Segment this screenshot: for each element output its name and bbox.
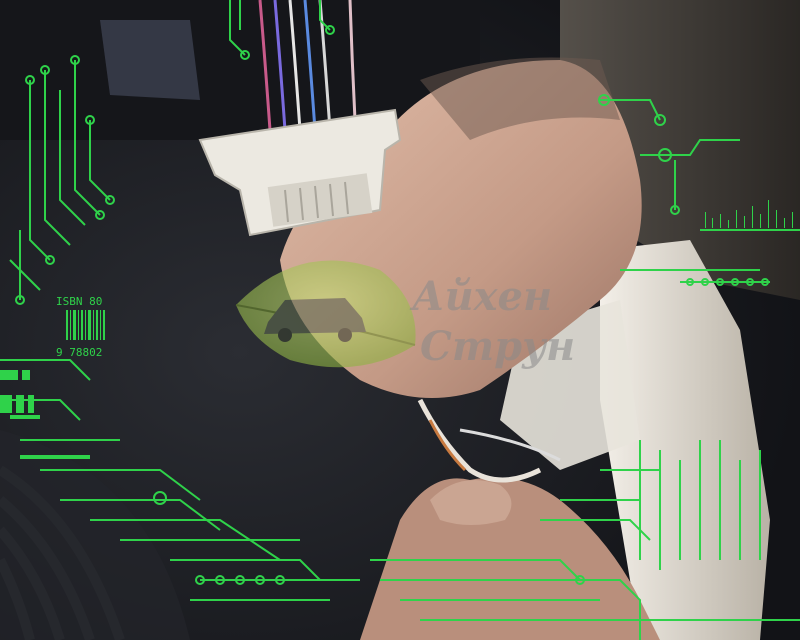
door-trim-panel [600, 240, 770, 640]
pedal-bracket [100, 20, 200, 100]
circuit-pads [15, 25, 769, 585]
fingers [430, 480, 512, 525]
brake-pedal [0, 430, 190, 640]
watermark-text-line2: Струн [420, 323, 575, 370]
wire-harness [258, 0, 357, 131]
watermark-text-line1: Айхен [409, 273, 552, 320]
hair-shadow [420, 57, 620, 140]
car-icon [264, 298, 366, 342]
watermark-logo [235, 260, 416, 368]
barcode-digits: 9 78802 [56, 346, 102, 359]
wire-being-stripped [417, 398, 561, 483]
isbn-label: ISBN 80 [56, 295, 102, 308]
circuit-components [0, 370, 90, 459]
connector-plug [198, 108, 402, 237]
right-tick-marks [705, 200, 793, 228]
barcode [66, 310, 105, 340]
